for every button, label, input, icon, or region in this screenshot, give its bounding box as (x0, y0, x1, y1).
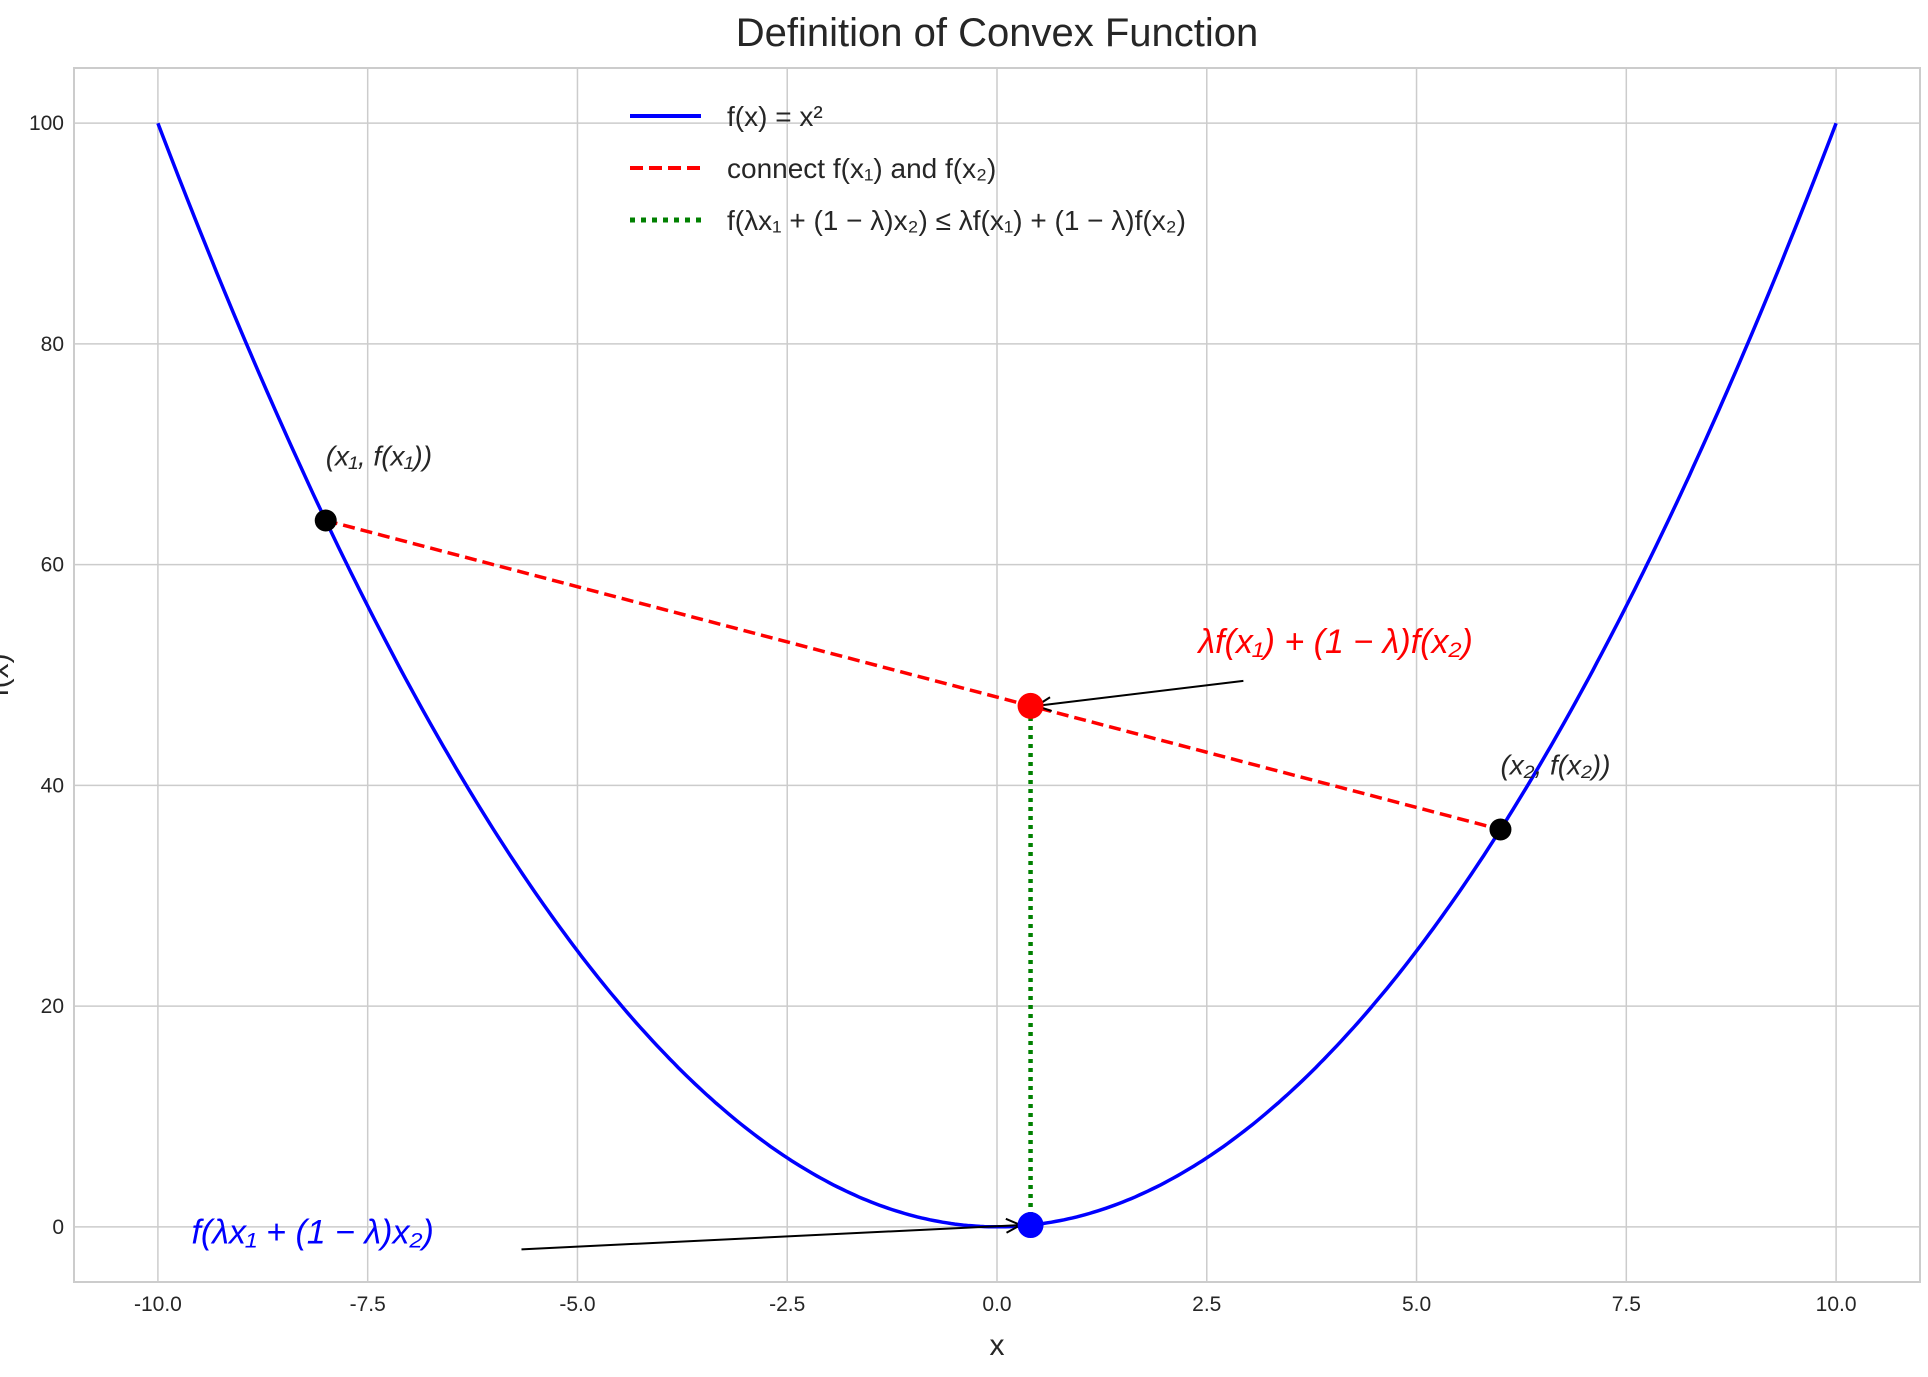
x-tick-label: -7.5 (350, 1293, 386, 1316)
x-tick-label: 10.0 (1816, 1293, 1857, 1316)
legend-label: f(x) = x² (727, 101, 823, 132)
x-tick-labels: -10.0 -7.5 -5.0 -2.5 0.0 2.5 5.0 7.5 10.0 (134, 1293, 1857, 1316)
data-point (1017, 692, 1044, 719)
annotation-arrow (521, 1224, 1021, 1251)
plot-marks: λf(x₁) + (1 − λ)f(x₂) f(λx₁ + (1 − λ)x₂) (… (156, 122, 1838, 1251)
x-axis-label: x (990, 1329, 1005, 1362)
grid (73, 67, 1921, 1283)
x-tick-label: 2.5 (1192, 1293, 1221, 1316)
legend-label: connect f(x₁) and f(x₂) (727, 153, 996, 184)
annotation-label: λf(x₁) + (1 − λ)f(x₂) (1196, 623, 1472, 661)
y-tick-label: 0 (52, 1216, 64, 1239)
data-point (1017, 1212, 1044, 1239)
point-label: (x₂, f(x₂)) (1500, 749, 1610, 780)
annotation-arrow (1036, 679, 1244, 707)
data-point (1489, 818, 1512, 841)
x-tick-label: 5.0 (1402, 1293, 1431, 1316)
chart-title: Definition of Convex Function (736, 11, 1259, 55)
y-tick-label: 40 (41, 774, 64, 797)
annotation-label: f(λx₁ + (1 − λ)x₂) (191, 1213, 433, 1251)
y-tick-label: 20 (41, 995, 64, 1018)
point-label: (x₁, f(x₁)) (326, 440, 432, 471)
x-tick-label: -5.0 (559, 1293, 595, 1316)
x-tick-label: 0.0 (982, 1293, 1011, 1316)
y-tick-label: 60 (41, 554, 64, 577)
data-point (314, 509, 337, 532)
series-line (325, 518, 1501, 832)
x-tick-label: 7.5 (1612, 1293, 1641, 1316)
y-tick-labels: 0 20 40 60 80 100 (29, 112, 64, 1239)
y-axis-label: f(x) (0, 653, 15, 696)
x-tick-label: -2.5 (769, 1293, 805, 1316)
y-tick-label: 100 (29, 112, 64, 135)
legend: f(x) = x² connect f(x₁) and f(x₂) f(λx₁ + … (630, 101, 1186, 236)
legend-label: f(λx₁ + (1 − λ)x₂) ≤ λf(x₁) + (1 − λ)f(x… (727, 205, 1186, 236)
y-tick-label: 80 (41, 333, 64, 356)
x-tick-label: -10.0 (134, 1293, 182, 1316)
